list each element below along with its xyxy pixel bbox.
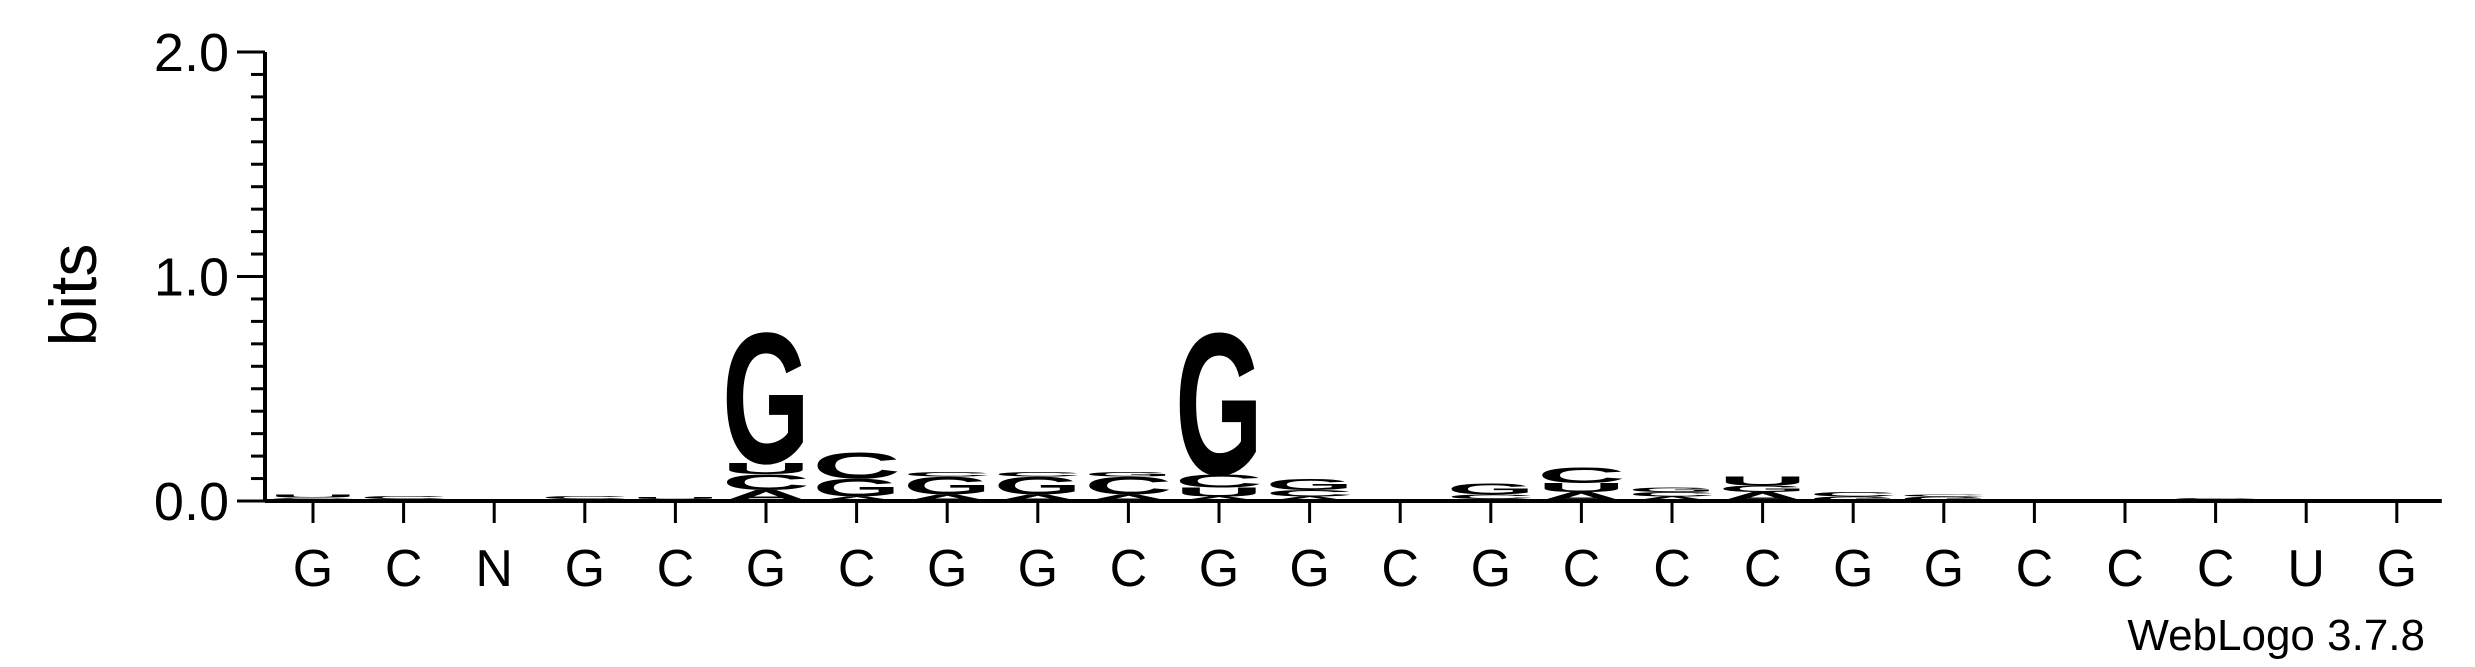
x-tick-label: N [475,540,513,598]
x-tick-label: G [1199,540,1239,598]
x-tick-label: C [1563,540,1601,598]
weblogo-credit: WebLogo 3.7.8 [2127,611,2425,660]
logo-glyph-U: U [631,496,719,499]
logo-glyph-G: G [903,472,991,500]
x-tick-label: C [2016,540,2054,598]
y-axis-label: bits [36,244,110,347]
x-tick-label: G [927,540,967,598]
logo-glyph-G: G [1266,476,1354,493]
x-tick-label: G [293,540,333,598]
logo-stacks: ACUGCGCAUACUGAGCAGCAGCACGAUCGACGCACGAUCA… [269,291,2260,517]
x-tick-label: G [1289,540,1329,598]
x-tick-label: G [1471,540,1511,598]
x-tick-label: C [1110,540,1148,598]
logo-glyph-C: C [1628,491,1716,498]
logo-glyph-G: G [994,472,1082,500]
x-tick-label: C [1381,540,1419,598]
x-tick-label: G [2377,540,2417,598]
x-tick-label: U [2287,540,2325,598]
x-tick-label: C [385,540,423,598]
logo-glyph-G: G [722,293,810,503]
logo-glyph-G: G [1175,291,1263,517]
y-tick-label: 2.0 [154,23,229,83]
logo-glyph-C: C [1900,494,1988,497]
y-tick-label: 1.0 [154,248,229,308]
logo-glyph-C: C [812,445,900,487]
x-tick-label: G [565,540,605,598]
x-tick-label: C [2197,540,2235,598]
x-tick-label: C [838,540,876,598]
logo-glyph-C: C [722,470,810,494]
logo-glyph-C: C [1447,493,1535,500]
logo-glyph-G: G [813,474,901,502]
logo-glyph-U: U [1175,485,1263,499]
logo-glyph-C: C [1175,471,1263,492]
x-tick-label: G [746,540,786,598]
x-tick-label: G [1018,540,1058,598]
logo-glyph-C: C [1809,491,1897,498]
logo-glyph-U: U [1718,474,1806,488]
logo-glyph-A: A [1084,493,1172,503]
logo-glyph-C: C [994,471,1082,478]
logo-glyph-G: G [1447,480,1535,497]
logo-glyph-A: A [994,493,1082,503]
logo-glyph-G: G [1085,471,1173,478]
logo-glyph-A: A [1175,495,1263,502]
x-tick-label: C [657,540,695,598]
y-axis: 0.0 1.0 2.0 [154,23,267,532]
logo-glyph-C: C [2171,497,2259,500]
logo-glyph-C: C [541,495,629,500]
logo-glyph-U: U [269,493,357,498]
x-tick-label: C [2106,540,2144,598]
logo-glyph-A: A [1265,495,1353,502]
logo-glyph-A: A [903,493,991,503]
logo-glyph-U: U [1537,481,1625,495]
logo-glyph-C: C [1084,472,1172,500]
logo-glyph-A: A [812,495,900,502]
logo-glyph-G: G [1809,495,1897,502]
logo-glyph-G: G [1628,486,1716,493]
logo-glyph-C: C [1265,488,1353,498]
x-tick-label: G [1924,540,1964,598]
x-tick-label: C [1653,540,1691,598]
y-tick-label: 0.0 [154,472,229,532]
logo-glyph-G: G [1900,495,1988,502]
logo-glyph-C: C [903,471,991,478]
logo-glyph-U: U [722,460,810,477]
logo-glyph-C: C [1537,463,1625,487]
logo-glyph-C: C [359,495,447,500]
logo-glyph-A: A [1628,495,1716,502]
logo-glyph-C: C [269,497,357,500]
x-tick-label: G [1833,540,1873,598]
logo-glyph-G: G [1719,484,1807,494]
x-tick-label: C [1744,540,1782,598]
